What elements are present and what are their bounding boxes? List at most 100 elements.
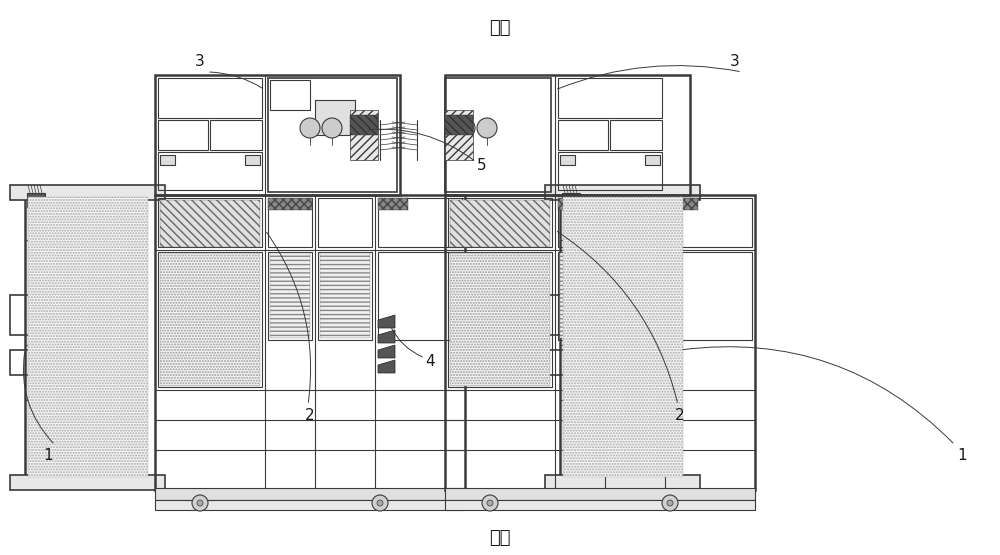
Bar [448,252,552,387]
Bar [445,115,473,135]
Bar [445,78,551,192]
Bar [210,120,262,150]
Text: 3: 3 [730,54,740,69]
Circle shape [487,500,493,506]
Bar [160,155,175,165]
Bar [85,200,140,470]
Bar [158,78,262,118]
Bar [448,198,552,247]
Bar [270,80,310,110]
Bar [320,253,370,338]
Bar [318,198,372,247]
Bar [445,488,755,500]
Circle shape [192,495,208,511]
Bar [350,110,378,160]
Text: 4: 4 [425,355,435,370]
Bar [268,252,312,340]
Bar [545,295,570,335]
Bar [560,253,600,338]
Circle shape [455,118,475,138]
Bar [610,120,662,150]
Bar [10,350,35,375]
Circle shape [482,495,498,511]
Bar [655,295,680,335]
Bar [558,198,602,210]
Text: 室外: 室外 [489,19,511,37]
Text: 3: 3 [195,54,205,69]
Bar [562,193,580,207]
Bar [160,200,260,247]
Bar [450,253,550,386]
Bar [28,197,148,477]
Bar [378,198,408,210]
Bar [160,253,260,386]
Bar [445,500,755,510]
Bar [10,295,35,335]
Bar [155,488,465,500]
Circle shape [197,500,203,506]
Bar [10,475,165,490]
Bar [563,200,618,470]
Bar [545,350,570,375]
Bar [350,115,378,135]
Text: 2: 2 [675,407,685,422]
Bar [28,200,83,470]
Polygon shape [378,345,395,358]
Text: 5: 5 [477,158,487,173]
Bar [155,195,465,490]
Text: 室内: 室内 [489,529,511,547]
Polygon shape [651,330,668,343]
Polygon shape [378,330,395,343]
Bar [558,120,608,150]
Bar [610,253,660,338]
Bar [155,500,465,510]
Bar [245,155,260,165]
Circle shape [377,500,383,506]
Bar [268,78,397,192]
Bar [445,195,755,490]
Bar [668,252,752,340]
Bar [378,252,462,340]
Bar [560,155,575,165]
Bar [645,155,660,165]
Bar [270,253,310,338]
Text: 2: 2 [305,407,315,422]
Bar [558,198,602,247]
Bar [558,252,602,340]
Bar [655,350,680,375]
Bar [25,195,145,475]
Bar [450,200,550,247]
Bar [158,152,262,190]
Polygon shape [651,360,668,373]
Circle shape [322,118,342,138]
Bar [268,198,312,210]
Bar [268,198,312,247]
Bar [668,198,752,247]
Circle shape [662,495,678,511]
Bar [158,120,208,150]
Bar [445,75,690,195]
Bar [608,252,662,340]
Circle shape [300,118,320,138]
Polygon shape [651,345,668,358]
Circle shape [667,500,673,506]
Bar [318,252,372,340]
Bar [620,200,675,470]
Bar [558,152,662,190]
Bar [120,350,145,375]
Circle shape [477,118,497,138]
Bar [120,295,145,335]
Bar [608,198,662,247]
Bar [668,198,698,210]
Text: 1: 1 [43,447,53,462]
Bar [560,195,680,475]
Bar [563,197,683,477]
Bar [545,475,700,490]
Bar [545,185,700,200]
Bar [27,193,45,207]
Bar [10,185,165,200]
Polygon shape [378,315,395,328]
Circle shape [372,495,388,511]
Polygon shape [651,315,668,328]
Bar [445,110,473,160]
